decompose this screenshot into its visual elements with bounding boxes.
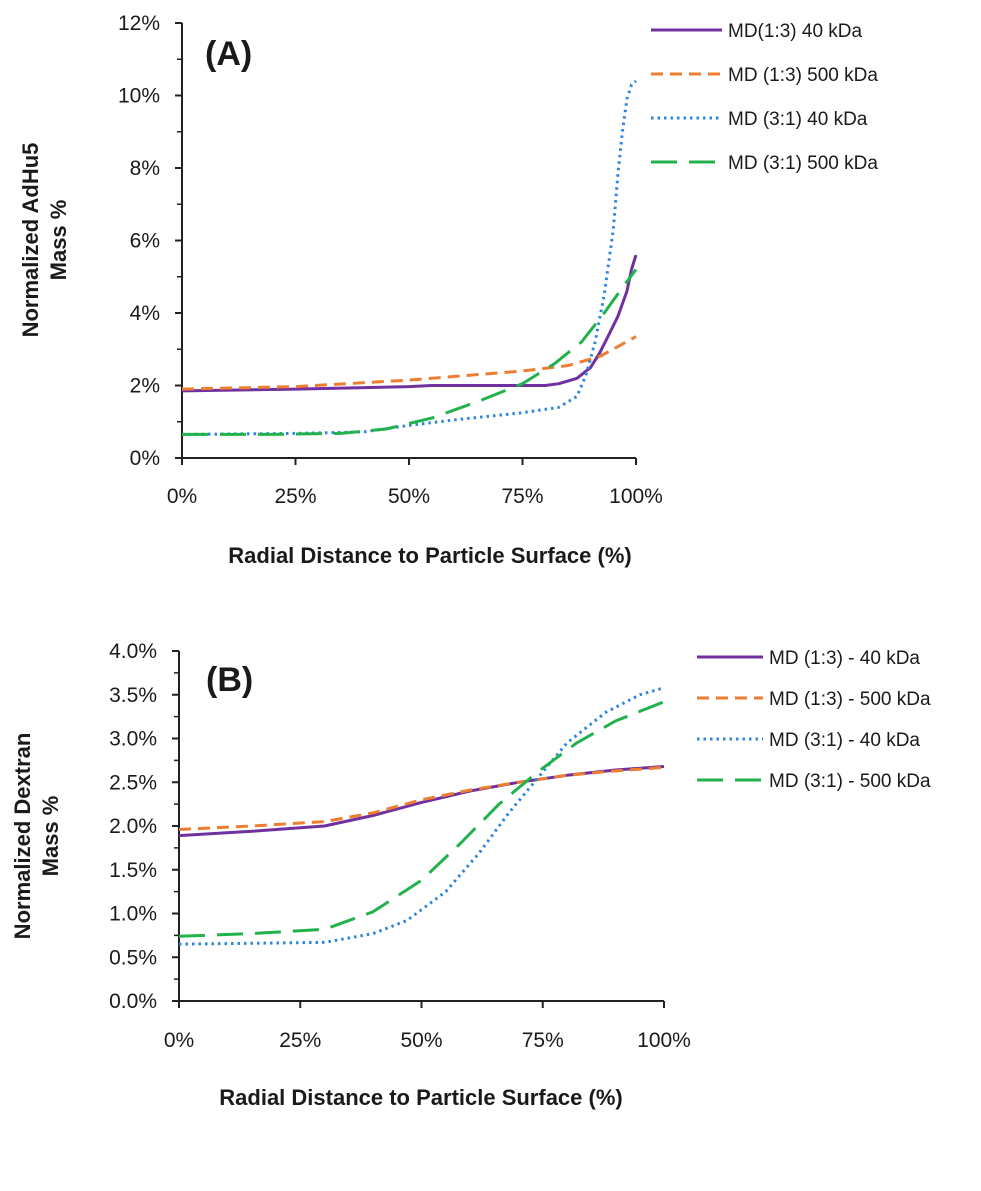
legend-label-3: MD (3:1) - 40 kDa bbox=[769, 730, 920, 751]
y-tick-label: 3.5% bbox=[109, 684, 157, 707]
legend-label-3: MD (3:1) 40 kDa bbox=[728, 109, 868, 130]
x-tick-label: 25% bbox=[279, 1029, 321, 1052]
y-tick-label: 0.0% bbox=[109, 990, 157, 1013]
x-tick-label: 50% bbox=[400, 1029, 442, 1052]
series-line-1 bbox=[178, 765, 665, 838]
panel-b-series bbox=[178, 686, 665, 946]
x-tick-label: 0% bbox=[167, 485, 197, 508]
panel-b-ticks: 0.0% 0.5% 1.0% 1.5% 2.0% 2.5% 3.0% 3.5% 4.0% 0% 25… bbox=[109, 640, 691, 1052]
legend-label-1: MD (1:3) - 40 kDa bbox=[769, 648, 920, 669]
y-tick-label: 8% bbox=[130, 157, 160, 180]
legend-label-4: MD (3:1) - 500 kDa bbox=[769, 771, 931, 792]
panel-b-x-axis-title: Radial Distance to Particle Surface (%) bbox=[219, 1085, 622, 1110]
x-tick-label: 75% bbox=[501, 485, 543, 508]
series-line-1 bbox=[181, 254, 638, 393]
panel-a-legend: MD(1:3) 40 kDa MD (1:3) 500 kDa MD (3:1) 4… bbox=[651, 21, 878, 174]
series-line-3 bbox=[178, 686, 665, 946]
panel-a-y-axis-title-line1: Normalized AdHu5 bbox=[18, 143, 43, 338]
y-tick-label: 12% bbox=[118, 12, 160, 35]
legend-label-1: MD(1:3) 40 kDa bbox=[728, 21, 863, 42]
panel-b-y-axis-title-line2: Mass % bbox=[38, 796, 63, 877]
y-tick-label: 6% bbox=[130, 230, 160, 253]
panel-b-y-axis-title-line1: Normalized Dextran bbox=[10, 733, 35, 940]
panel-a-ticks: 0% 2% 4% 6% 8% 10% 12% 0% 25% 50% 75% 100% bbox=[118, 12, 663, 508]
x-tick-label: 25% bbox=[274, 485, 316, 508]
y-tick-label: 3.0% bbox=[109, 728, 157, 751]
y-tick-label: 4% bbox=[130, 302, 160, 325]
y-tick-label: 0% bbox=[130, 447, 160, 470]
panel-b-axes bbox=[178, 651, 664, 1002]
y-tick-label: 1.0% bbox=[109, 903, 157, 926]
panel-b-legend: MD (1:3) - 40 kDa MD (1:3) - 500 kDa MD (3… bbox=[697, 648, 931, 792]
chart-panel-b: (B) 0.0% 0.5% 1.0% 1.5% 2.0% 2.5% 3.0% 3.5% 4.0%… bbox=[10, 640, 931, 1110]
panel-b-label: (B) bbox=[206, 661, 253, 699]
panel-a-label: (A) bbox=[205, 35, 252, 73]
chart-panel-a: (A) 0% 2% 4% 6% 8% 10% 12% 0% 25% 50% 75% 100% Radi… bbox=[18, 12, 878, 568]
x-tick-label: 75% bbox=[522, 1029, 564, 1052]
x-tick-label: 100% bbox=[609, 485, 663, 508]
y-tick-label: 1.5% bbox=[109, 859, 157, 882]
series-line-4 bbox=[178, 700, 665, 938]
series-line-3 bbox=[181, 79, 637, 436]
y-tick-label: 10% bbox=[118, 85, 160, 108]
y-tick-label: 2.5% bbox=[109, 771, 157, 794]
legend-label-4: MD (3:1) 500 kDa bbox=[728, 153, 878, 174]
series-line-2 bbox=[181, 335, 637, 391]
series-line-4 bbox=[182, 268, 638, 436]
series-line-2 bbox=[178, 765, 665, 831]
panel-a-series bbox=[181, 79, 638, 436]
x-tick-label: 100% bbox=[637, 1029, 691, 1052]
y-tick-label: 4.0% bbox=[109, 640, 157, 663]
y-tick-label: 2.0% bbox=[109, 815, 157, 838]
y-tick-label: 0.5% bbox=[109, 946, 157, 969]
legend-label-2: MD (1:3) - 500 kDa bbox=[769, 689, 931, 710]
x-tick-label: 0% bbox=[164, 1029, 194, 1052]
panel-a-y-axis-title-line2: Mass % bbox=[46, 200, 71, 281]
x-tick-label: 50% bbox=[388, 485, 430, 508]
y-tick-label: 2% bbox=[130, 375, 160, 398]
panel-a-axes bbox=[181, 23, 636, 459]
panel-a-x-axis-title: Radial Distance to Particle Surface (%) bbox=[228, 543, 631, 568]
legend-label-2: MD (1:3) 500 kDa bbox=[728, 65, 878, 86]
